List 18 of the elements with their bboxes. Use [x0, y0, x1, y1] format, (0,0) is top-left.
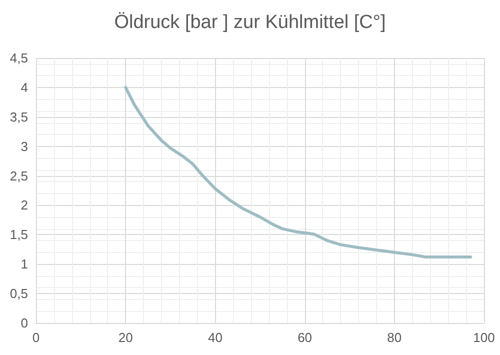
x-tick-label: 40	[208, 330, 222, 345]
y-tick-label: 0,5	[10, 286, 28, 302]
y-tick-label: 2	[20, 198, 28, 213]
y-tick-label: 3	[20, 138, 28, 154]
y-tick-label: 4,5	[10, 50, 28, 66]
x-tick-label: 80	[387, 330, 402, 345]
chart-title: Öldruck [bar ] zur Kühlmittel [C°]	[114, 12, 386, 33]
y-tick-label: 4	[20, 80, 28, 95]
x-tick-label: 60	[298, 330, 312, 345]
y-tick-label: 0	[20, 316, 28, 330]
y-tick-label: 1	[20, 256, 28, 272]
y-tick-label: 3,5	[10, 109, 28, 124]
x-tick-label: 20	[118, 330, 133, 345]
line-series	[124, 86, 472, 259]
x-tick-label: 0	[32, 330, 40, 345]
x-tick-label: 100	[473, 330, 495, 345]
y-tick-label: 1,5	[10, 227, 28, 242]
y-tick-label: 2,5	[10, 168, 28, 184]
